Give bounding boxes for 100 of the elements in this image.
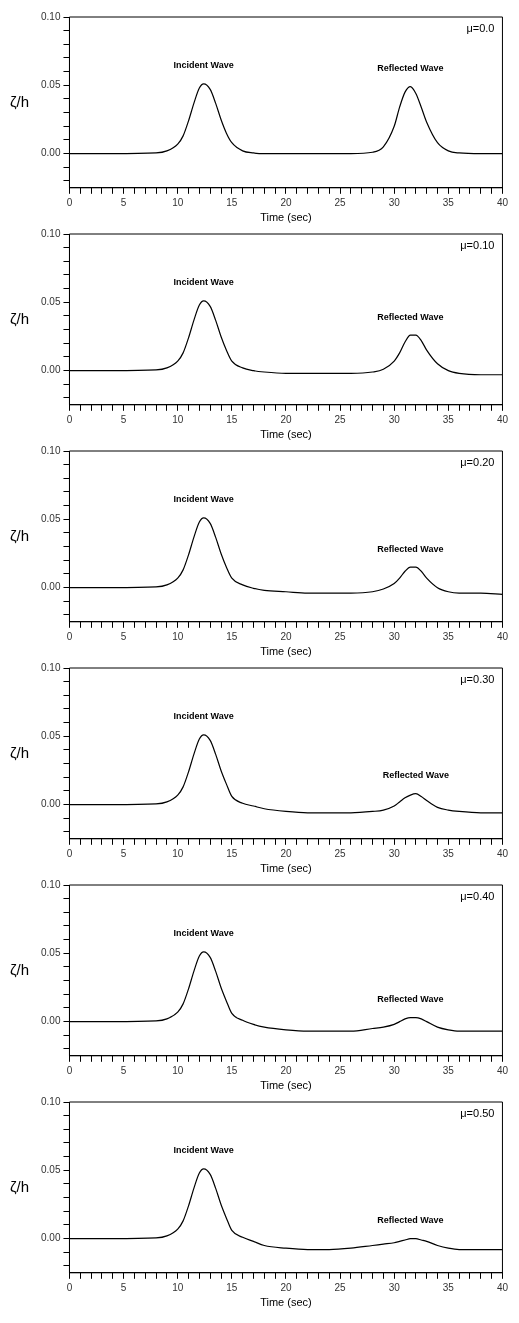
- y-axis-title: ζ/h: [10, 1177, 30, 1195]
- x-tick-label: 25: [334, 847, 347, 859]
- x-axis-title: Time (sec): [260, 645, 312, 658]
- x-tick-label: 10: [172, 1064, 184, 1076]
- x-tick-label: 5: [120, 847, 127, 859]
- y-axis-title: ζ/h: [10, 960, 30, 978]
- y-tick-label: 0.05: [40, 947, 61, 959]
- annotation: Incident Wave: [173, 1145, 234, 1156]
- y-tick-label: 0.00: [40, 147, 61, 159]
- x-axis-title: Time (sec): [260, 862, 312, 875]
- x-tick-label: 30: [388, 847, 401, 859]
- annotation: Incident Wave: [173, 711, 234, 722]
- y-tick-label: 0.10: [40, 1095, 61, 1107]
- x-tick-label: 15: [226, 196, 238, 208]
- x-tick-label: 20: [280, 413, 292, 425]
- x-tick-label: 5: [120, 196, 127, 208]
- x-tick-label: 0: [66, 1281, 73, 1293]
- x-tick-label: 20: [280, 1281, 292, 1293]
- x-tick-label: 30: [388, 196, 401, 208]
- x-tick-label: 15: [226, 630, 238, 642]
- y-tick-label: 0.10: [40, 227, 61, 239]
- y-axis-title: ζ/h: [10, 309, 30, 327]
- annotation: Incident Wave: [173, 494, 234, 505]
- annotation: Reflected Wave: [377, 63, 444, 74]
- y-tick-label: 0.10: [40, 878, 61, 890]
- x-tick-label: 30: [388, 413, 401, 425]
- x-tick-label: 35: [442, 1064, 455, 1076]
- x-tick-label: 25: [334, 196, 347, 208]
- x-tick-label: 15: [226, 413, 238, 425]
- x-tick-label: 20: [280, 196, 292, 208]
- x-tick-label: 35: [442, 847, 455, 859]
- y-axis-title: ζ/h: [10, 526, 30, 544]
- x-tick-label: 0: [66, 630, 73, 642]
- x-tick-label: 35: [442, 630, 455, 642]
- x-tick-label: 10: [172, 630, 184, 642]
- y-axis-title: ζ/h: [10, 743, 30, 761]
- annotation: Incident Wave: [173, 277, 234, 288]
- y-tick-label: 0.05: [40, 513, 61, 525]
- x-tick-label: 35: [442, 196, 455, 208]
- y-tick-label: 0.00: [40, 1232, 61, 1244]
- x-tick-label: 10: [172, 196, 184, 208]
- x-axis-title: Time (sec): [260, 1296, 312, 1309]
- y-tick-label: 0.10: [40, 444, 61, 456]
- x-tick-label: 0: [66, 196, 73, 208]
- annotation: Reflected Wave: [377, 311, 444, 322]
- x-tick-label: 35: [442, 1281, 455, 1293]
- y-tick-label: 0.00: [40, 581, 61, 593]
- annotation: Reflected Wave: [377, 1215, 444, 1226]
- annotation: μ=0.10: [460, 239, 495, 252]
- x-tick-label: 25: [334, 413, 347, 425]
- x-tick-label: 40: [496, 630, 509, 642]
- annotation: μ=0.50: [460, 1107, 495, 1120]
- x-tick-label: 40: [496, 1064, 509, 1076]
- x-tick-label: 15: [226, 1281, 238, 1293]
- x-tick-label: 20: [280, 630, 292, 642]
- x-tick-label: 25: [334, 1281, 347, 1293]
- annotation: Reflected Wave: [382, 770, 449, 781]
- x-axis-title: Time (sec): [260, 211, 312, 224]
- x-tick-label: 0: [66, 1064, 73, 1076]
- x-tick-label: 15: [226, 1064, 238, 1076]
- x-axis-title: Time (sec): [260, 1079, 312, 1092]
- annotation: μ=0.20: [460, 456, 495, 469]
- x-tick-label: 5: [120, 1064, 127, 1076]
- x-tick-label: 0: [66, 413, 73, 425]
- annotation: μ=0.30: [460, 673, 495, 686]
- y-tick-label: 0.05: [40, 730, 61, 742]
- annotation: Reflected Wave: [377, 543, 444, 554]
- x-tick-label: 10: [172, 1281, 184, 1293]
- y-tick-label: 0.05: [40, 296, 61, 308]
- y-tick-label: 0.10: [40, 10, 61, 22]
- y-tick-label: 0.00: [40, 1015, 61, 1027]
- x-tick-label: 40: [496, 413, 509, 425]
- x-tick-label: 5: [120, 1281, 127, 1293]
- x-tick-label: 30: [388, 630, 401, 642]
- annotation: Incident Wave: [173, 928, 234, 939]
- x-tick-label: 30: [388, 1281, 401, 1293]
- x-tick-label: 0: [66, 847, 73, 859]
- x-tick-label: 10: [172, 847, 184, 859]
- annotation: Incident Wave: [173, 60, 234, 71]
- x-axis-title: Time (sec): [260, 428, 312, 441]
- y-tick-label: 0.00: [40, 798, 61, 810]
- x-tick-label: 5: [120, 413, 127, 425]
- y-axis-title: ζ/h: [10, 92, 30, 110]
- y-tick-label: 0.05: [40, 79, 61, 91]
- x-tick-label: 20: [280, 1064, 292, 1076]
- x-tick-label: 25: [334, 1064, 347, 1076]
- x-tick-label: 25: [334, 630, 347, 642]
- annotation: Reflected Wave: [377, 994, 444, 1005]
- x-tick-label: 30: [388, 1064, 401, 1076]
- x-tick-label: 10: [172, 413, 184, 425]
- annotation: μ=0.0: [466, 22, 495, 35]
- y-tick-label: 0.05: [40, 1164, 61, 1176]
- x-tick-label: 20: [280, 847, 292, 859]
- annotation: μ=0.40: [460, 890, 495, 903]
- x-tick-label: 40: [496, 847, 509, 859]
- x-tick-label: 15: [226, 847, 238, 859]
- y-tick-label: 0.00: [40, 364, 61, 376]
- x-tick-label: 40: [496, 196, 509, 208]
- x-tick-label: 35: [442, 413, 455, 425]
- x-tick-label: 5: [120, 630, 127, 642]
